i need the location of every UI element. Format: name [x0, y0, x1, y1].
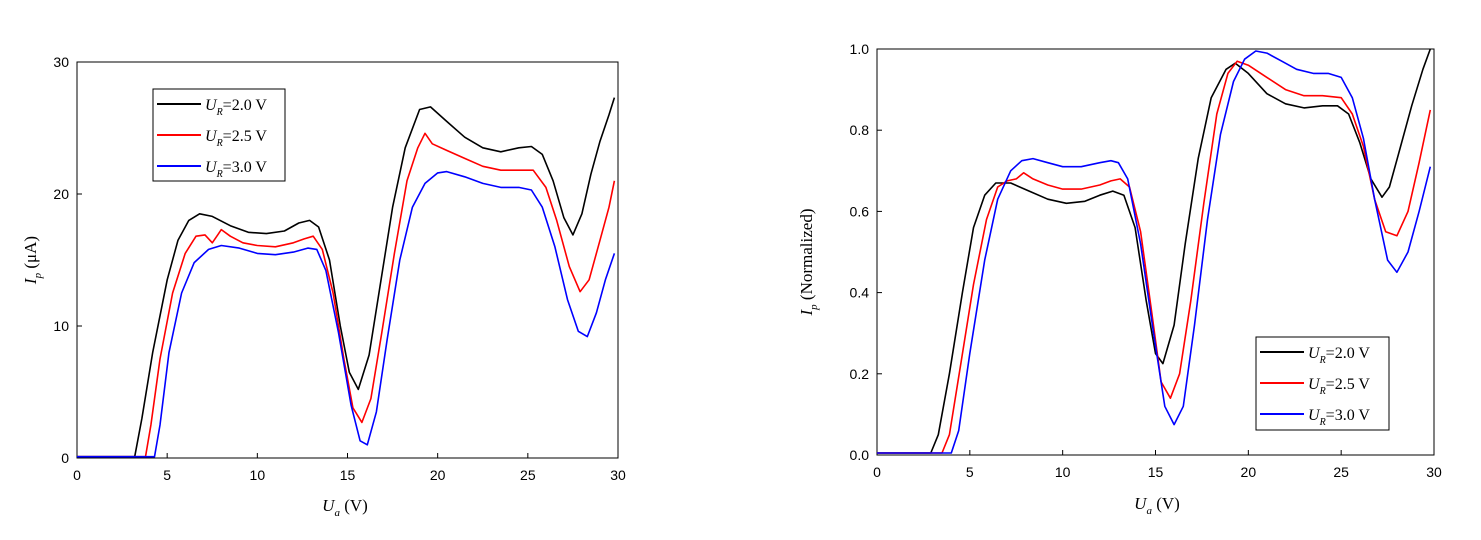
x-tick-label: 20 — [430, 467, 446, 483]
x-axis-label: Ua (V) — [1134, 494, 1180, 517]
x-tick-label: 0 — [73, 467, 81, 483]
legend: UR=2.0 V UR=2.5 V UR=3.0 V — [1255, 336, 1390, 431]
legend-label: UR=2.5 V — [1308, 376, 1370, 397]
legend-label: UR=2.0 V — [205, 97, 267, 118]
tick-group: 0 5 10 15 20 25 30 0 10 20 30 — [53, 54, 626, 483]
tick-group: 0 5 10 15 20 25 30 0.0 0.2 0.4 0.6 0.8 1.0 — [850, 41, 1442, 480]
chart-right-normalized: 0 5 10 15 20 25 30 0.0 0.2 0.4 0.6 0.8 1.0 Ip (Norma… — [797, 41, 1442, 517]
series-line-2.0 — [77, 97, 616, 458]
y-tick-label: 0.2 — [850, 366, 870, 382]
x-tick-label: 30 — [1426, 464, 1442, 480]
y-tick-label: 0.4 — [850, 285, 870, 301]
y-axis-label: Ip (Normalized) — [797, 209, 820, 317]
y-axis-label: Ip (μA) — [21, 236, 44, 285]
y-tick-label: 10 — [53, 318, 69, 334]
chart-left-current: 0 5 10 15 20 25 30 0 10 20 30 Ip (μA) Ua (V) UR=2.… — [21, 54, 626, 519]
y-tick-label: 0.6 — [850, 203, 870, 219]
series-group — [877, 48, 1432, 454]
y-tick-label: 30 — [53, 54, 69, 70]
x-tick-label: 25 — [1333, 464, 1349, 480]
y-tick-label: 0.8 — [850, 122, 870, 138]
legend-label: UR=3.0 V — [205, 159, 267, 180]
x-tick-label: 5 — [163, 467, 171, 483]
y-tick-label: 20 — [53, 186, 69, 202]
series-line-3.0 — [77, 170, 616, 458]
series-group — [77, 97, 616, 458]
x-tick-label: 0 — [873, 464, 881, 480]
series-line-3.0 — [877, 50, 1432, 454]
series-line-2.0 — [877, 48, 1432, 454]
legend-label: UR=2.0 V — [1308, 345, 1370, 366]
legend: UR=2.0 V UR=2.5 V UR=3.0 V — [152, 88, 286, 182]
legend-label: UR=3.0 V — [1308, 407, 1370, 428]
series-line-2.5 — [77, 132, 616, 458]
x-tick-label: 5 — [966, 464, 974, 480]
y-tick-label: 0 — [61, 450, 69, 466]
x-axis-label: Ua (V) — [322, 496, 368, 519]
y-tick-label: 0.0 — [850, 447, 870, 463]
x-tick-label: 25 — [520, 467, 536, 483]
x-tick-label: 15 — [1148, 464, 1164, 480]
x-tick-label: 30 — [610, 467, 626, 483]
x-tick-label: 10 — [1055, 464, 1071, 480]
x-tick-label: 20 — [1241, 464, 1257, 480]
x-tick-label: 15 — [340, 467, 356, 483]
x-tick-label: 10 — [250, 467, 266, 483]
y-tick-label: 1.0 — [850, 41, 870, 57]
legend-label: UR=2.5 V — [205, 128, 267, 149]
